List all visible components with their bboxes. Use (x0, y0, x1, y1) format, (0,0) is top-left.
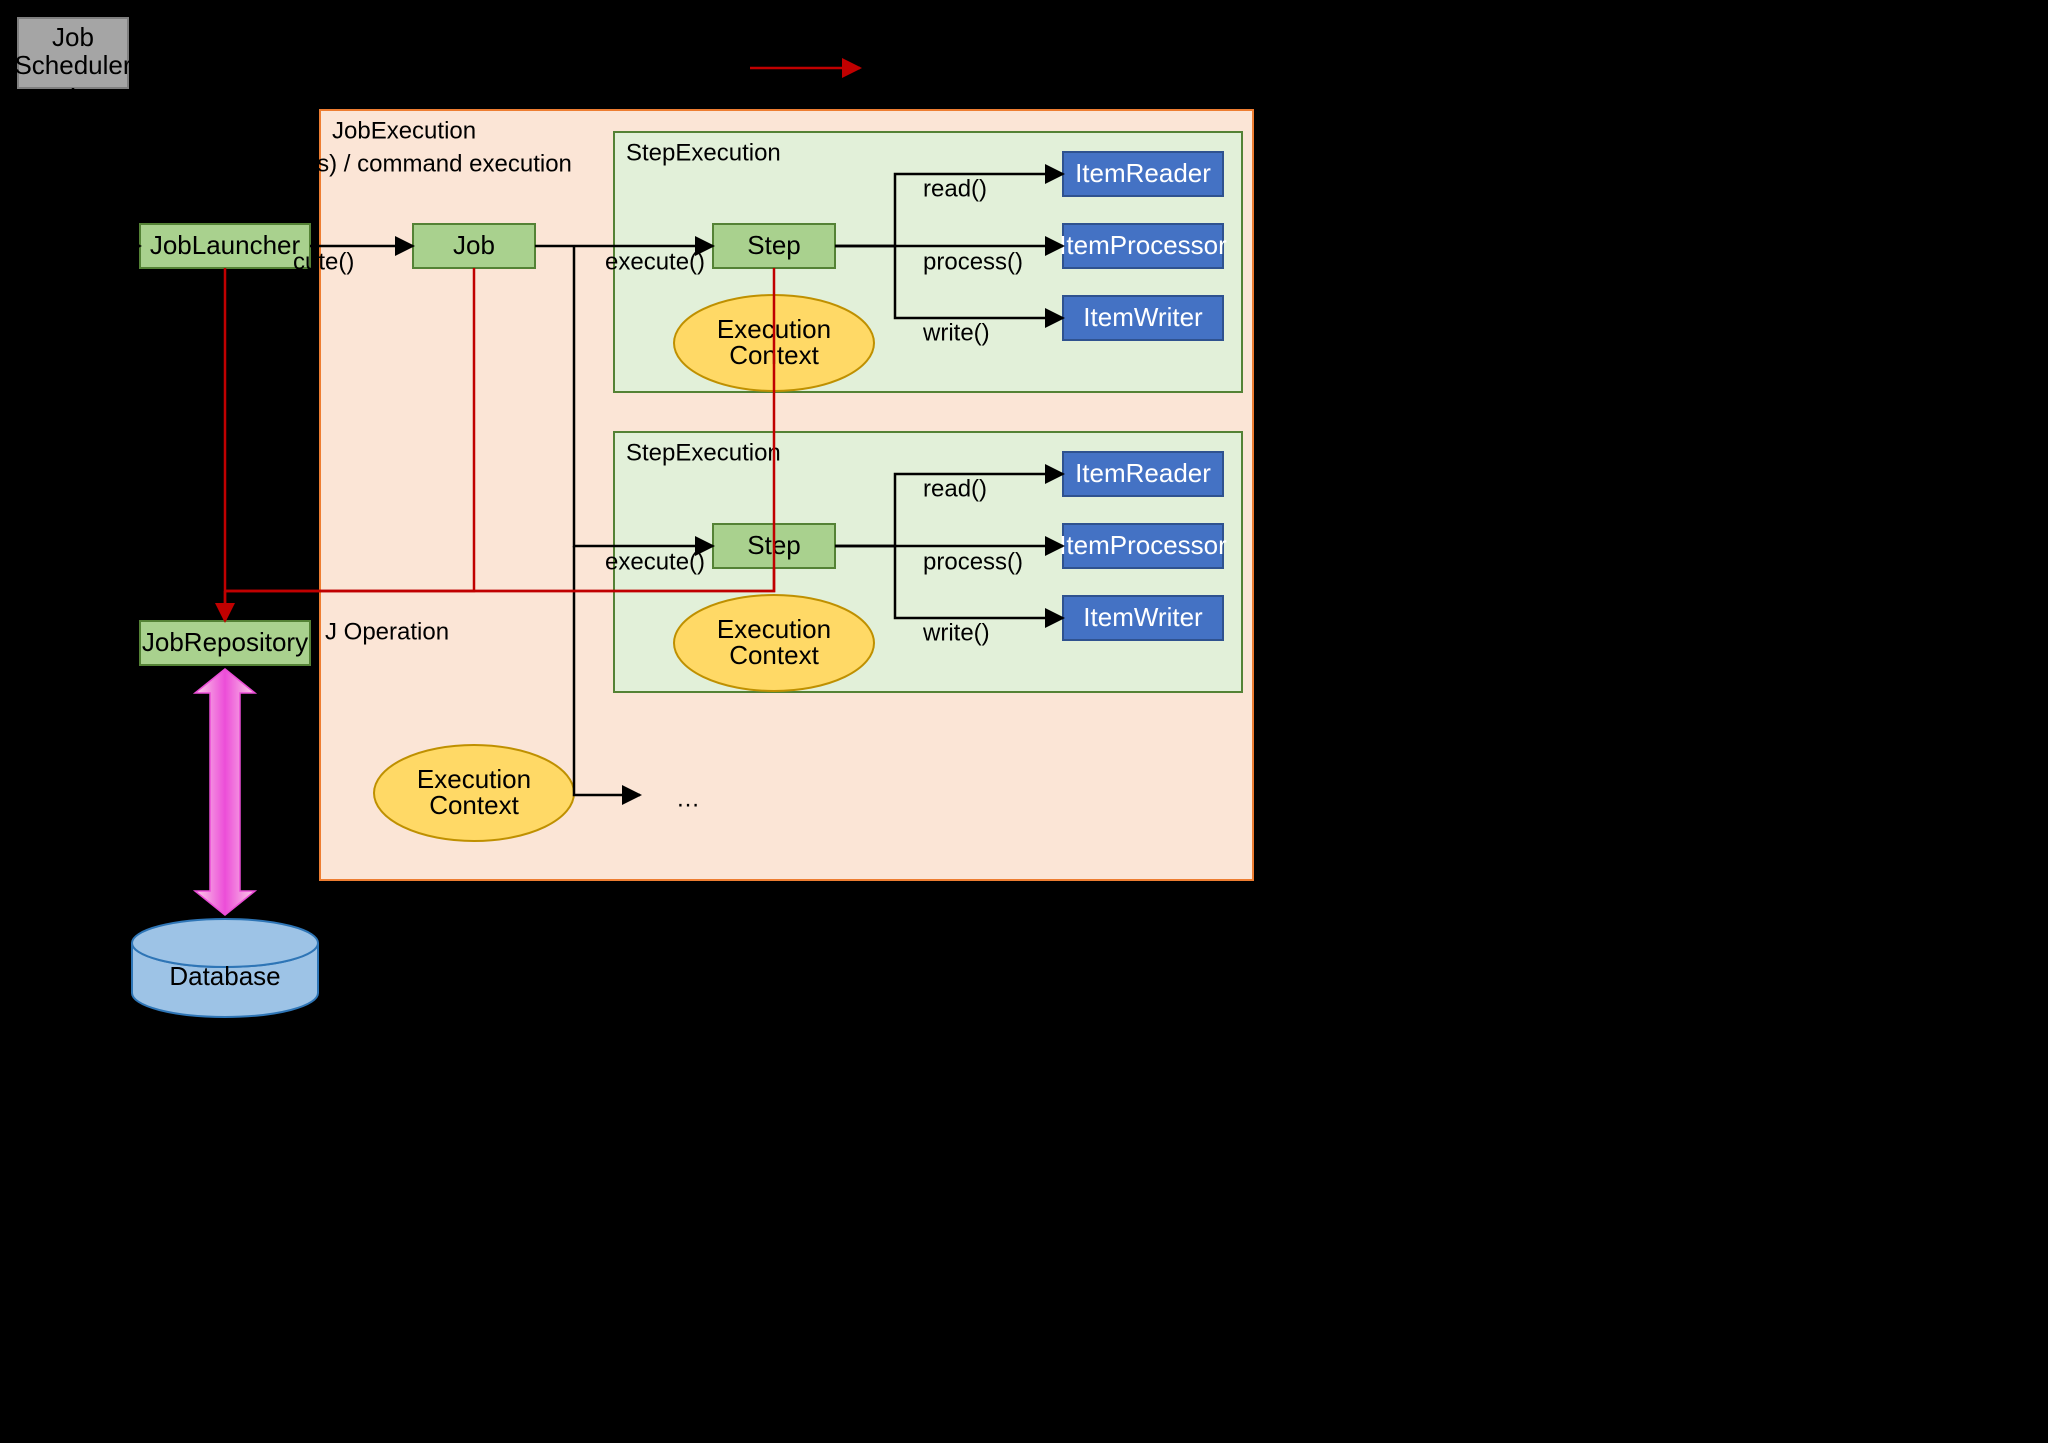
label-write1: write() (922, 319, 990, 346)
label-runcmd: run(job, jobParameters) / command execut… (85, 150, 572, 177)
item-reader2-label: ItemReader (1075, 458, 1211, 488)
database-top (132, 919, 318, 967)
job-launcher-label: JobLauncher (150, 230, 301, 260)
label-job-execution: JobExecution (332, 117, 476, 144)
step-1-label: Step (747, 230, 801, 260)
label-dots: … (676, 785, 700, 812)
label-process2: process() (923, 548, 1023, 575)
label-step-execution2: StepExecution (626, 439, 781, 466)
item-writer2-label: ItemWriter (1083, 602, 1203, 632)
label-write2: write() (922, 619, 990, 646)
label-step-execution1: StepExecution (626, 139, 781, 166)
item-processor1-label: ItemProcessor (1059, 230, 1227, 260)
label-crud: J Operation (325, 618, 449, 645)
exec-ctx-job-label-1: Context (429, 790, 519, 820)
item-writer1-label: ItemWriter (1083, 302, 1203, 332)
legend-text-0: execution flow (synchronous) (878, 20, 1189, 47)
label-read1: read() (923, 175, 987, 202)
exec-ctx-step2-label-1: Context (729, 640, 819, 670)
label-process1: process() (923, 248, 1023, 275)
label-read2: read() (923, 475, 987, 502)
item-reader1-label: ItemReader (1075, 158, 1211, 188)
label-execute-a: cute() (293, 248, 354, 275)
label-execute-b: execute() (605, 248, 705, 275)
legend-text-1: Save information (878, 54, 1058, 81)
item-processor2-label: ItemProcessor (1059, 530, 1227, 560)
job-repository-label: JobRepository (142, 627, 308, 657)
database-label: Database (169, 961, 280, 991)
job-scheduler-label-0: Job (52, 22, 94, 52)
label-execute-c: execute() (605, 548, 705, 575)
job-scheduler-label-1: Scheduler (14, 50, 131, 80)
job-label: Job (453, 230, 495, 260)
